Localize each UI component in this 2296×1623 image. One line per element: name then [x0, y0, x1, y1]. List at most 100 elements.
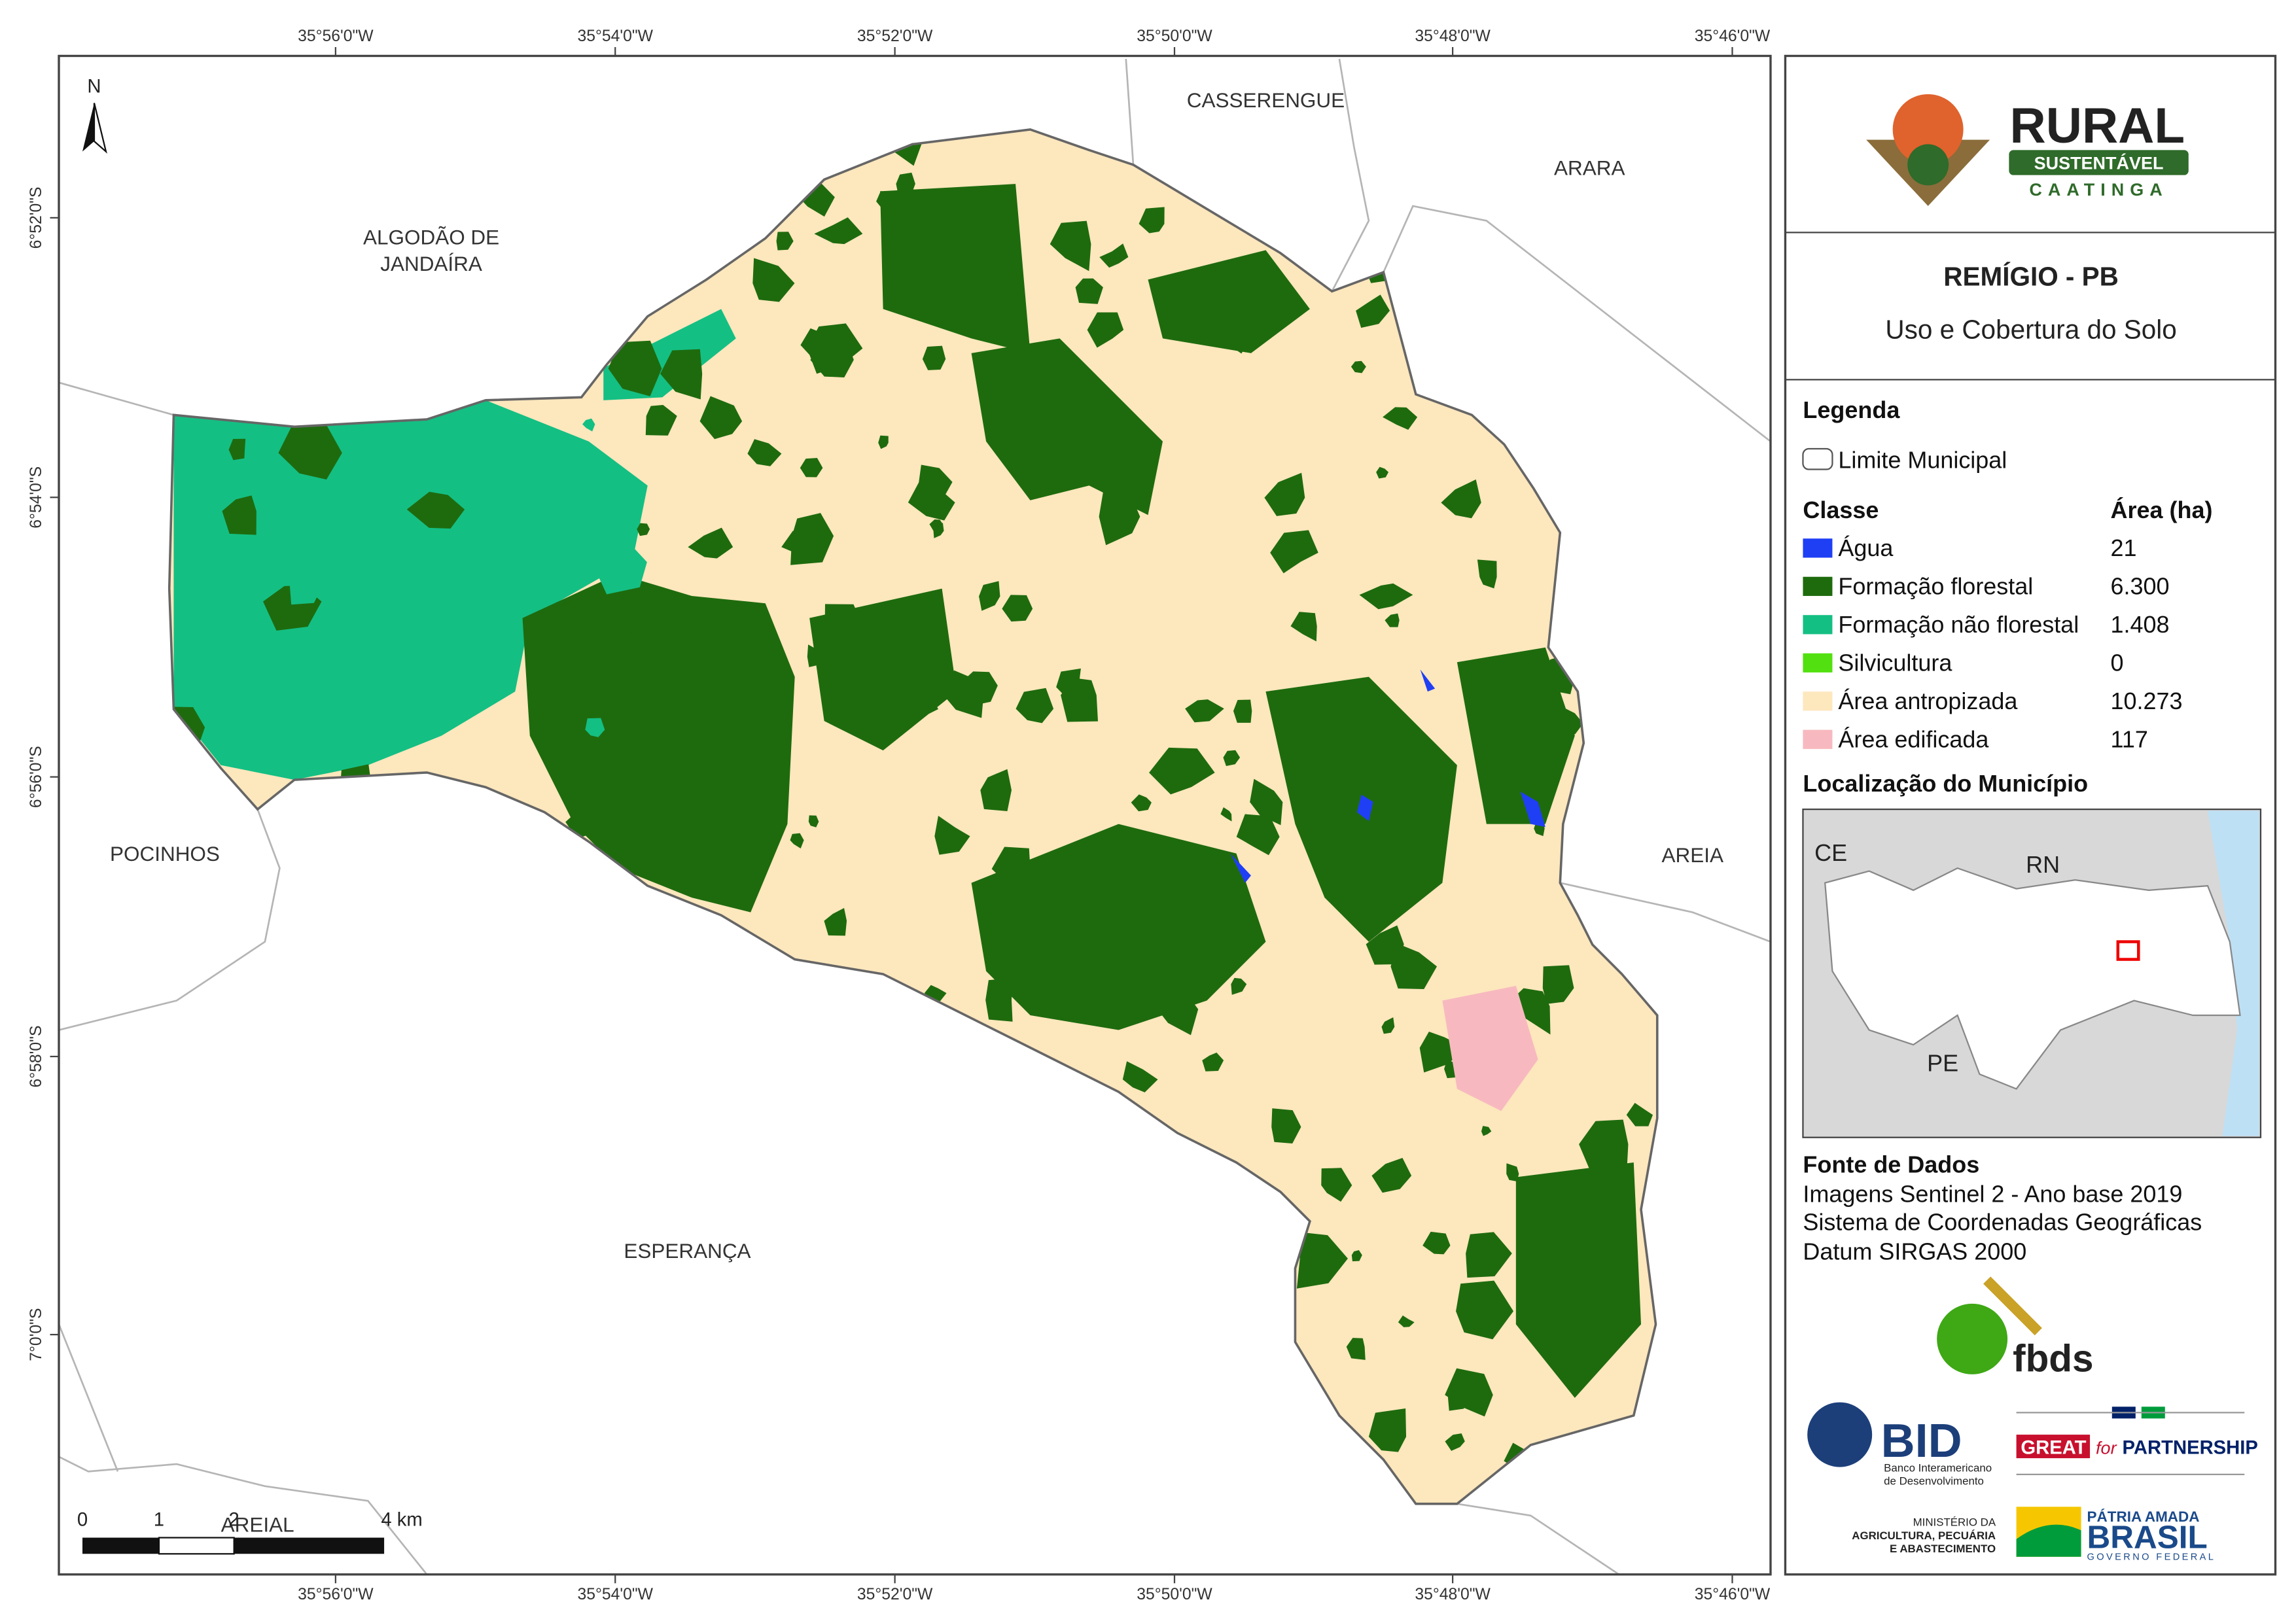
- forest-patch: [627, 621, 669, 656]
- legend-area: 1.408: [2111, 611, 2170, 638]
- lon-label: 35°50'0"W: [1137, 1586, 1212, 1603]
- forest-patch: [979, 581, 1000, 611]
- forest-patch: [1099, 243, 1129, 268]
- brasil-top: PÁTRIA AMADA: [2087, 1509, 2200, 1525]
- forest-patch: [585, 718, 605, 737]
- scale-segment: [234, 1537, 385, 1554]
- forest-patch: [1477, 559, 1497, 589]
- forest-patch: [1140, 952, 1165, 982]
- class-header: Classe: [1803, 497, 1879, 523]
- lon-label: 35°50'0"W: [1137, 27, 1212, 45]
- logo-band: [2009, 150, 2189, 175]
- forest-patch: [1223, 750, 1241, 766]
- legend-swatch: [1803, 615, 1833, 635]
- north-label: N: [87, 77, 101, 97]
- map-subtitle: Uso e Cobertura do Solo: [1885, 314, 2176, 344]
- forest-patch: [1398, 1315, 1415, 1327]
- ministry-text: E ABASTECIMENTO: [1890, 1543, 1996, 1555]
- boundary: [1383, 205, 1771, 442]
- bid-text: BID: [1881, 1415, 1962, 1467]
- forest-patch: [1149, 747, 1215, 795]
- municipal-boundary: [168, 128, 1659, 1505]
- legend-class: Formação florestal: [1838, 573, 2033, 600]
- lon-label: 35°46'0"W: [1695, 27, 1771, 45]
- forest-patch: [1556, 705, 1583, 741]
- ministry-text: MINISTÉRIO DA: [1913, 1516, 1996, 1529]
- forest-patch: [1445, 1433, 1465, 1451]
- lat-label: 7°0'0"S: [27, 1308, 45, 1361]
- lon-label: 35°54'0"W: [577, 1586, 653, 1603]
- forest-patch: [582, 418, 595, 432]
- forest-patch: [1321, 1168, 1352, 1202]
- inset-state: [1824, 867, 2241, 1090]
- boundary: [1125, 58, 1135, 166]
- logo-tree: [1907, 144, 1949, 186]
- forest-patch: [934, 816, 970, 855]
- lon-label: 35°56'0"W: [298, 27, 374, 45]
- forest-patch: [234, 591, 255, 612]
- forest-patch: [1506, 1163, 1519, 1181]
- neighbor-label: CASSERENGUE: [1187, 88, 1345, 112]
- forest-patch: [731, 731, 752, 756]
- forest-patch: [637, 523, 650, 536]
- forest-patch: [1271, 1108, 1301, 1143]
- boundary: [59, 1456, 428, 1575]
- scale-segment: [158, 1537, 235, 1555]
- brasil-symbol-wave: [2016, 1524, 2081, 1557]
- forest-patch: [1376, 466, 1389, 479]
- forest-patch: [896, 172, 915, 196]
- forest-patch: [1419, 1031, 1466, 1073]
- forest-patch: [1445, 1368, 1493, 1417]
- lon-label: 35°52'0"W: [857, 1586, 933, 1603]
- forest-formation: [880, 184, 1031, 353]
- inset-label: RN: [2026, 851, 2060, 878]
- forest-patch: [202, 525, 228, 559]
- forest-patch: [1383, 407, 1418, 430]
- lon-label: 35°56'0"W: [298, 1586, 374, 1603]
- location-title: Localização do Município: [1803, 770, 2088, 797]
- forest-patch: [1220, 807, 1232, 822]
- forest-patch: [1466, 1232, 1512, 1278]
- area-header: Área (ha): [2111, 497, 2213, 523]
- forest-patch: [278, 423, 342, 480]
- legend-class: Formação não florestal: [1838, 611, 2079, 638]
- government-logos: MINISTÉRIO DA AGRICULTURA, PECUÁRIA E AB…: [1852, 1507, 2214, 1562]
- forest-patch: [1001, 935, 1017, 952]
- forest-patch: [1202, 1052, 1224, 1072]
- forest-patch: [824, 604, 864, 655]
- forest-patch: [1122, 1061, 1158, 1092]
- forest-patch: [929, 519, 943, 531]
- forest-patch: [1356, 294, 1390, 328]
- legend-area: 117: [2111, 726, 2148, 753]
- forest-patch: [1002, 595, 1033, 622]
- legend-title: Legenda: [1803, 396, 1900, 423]
- legend-swatch: [1803, 538, 1833, 558]
- forest-patch: [1075, 278, 1103, 304]
- legend-swatch: [1803, 653, 1833, 672]
- ministry-text: AGRICULTURA, PECUÁRIA: [1852, 1529, 1996, 1542]
- forest-patch: [1157, 992, 1199, 1036]
- legend-boundary-swatch: [1802, 447, 1833, 470]
- source-line: Sistema de Coordenadas Geográficas: [1803, 1208, 2202, 1235]
- forest-formation: [1515, 1162, 1642, 1398]
- great-box: [2016, 1435, 2091, 1459]
- inset-locator: [2116, 940, 2140, 961]
- forest-patch: [1056, 668, 1081, 705]
- forest-patch: [1626, 1102, 1653, 1126]
- forest-patch: [1059, 421, 1093, 457]
- forest-patch: [1071, 921, 1115, 961]
- boundary: [1457, 1503, 1620, 1575]
- forest-patch: [228, 438, 246, 461]
- lon-label: 35°54'0"W: [577, 27, 653, 45]
- scale-label: 1: [154, 1510, 164, 1531]
- forest-patch: [406, 491, 465, 529]
- legend-area: 6.300: [2111, 573, 2170, 600]
- bid-symbol: [1807, 1402, 1873, 1467]
- fbds-logo: fbds: [1937, 1276, 2094, 1380]
- scale-label: 2: [229, 1510, 239, 1531]
- forest-patch: [1616, 1223, 1636, 1242]
- inset-label: CE: [1814, 839, 1847, 866]
- boundary: [1331, 58, 1370, 292]
- forest-patch: [752, 258, 795, 302]
